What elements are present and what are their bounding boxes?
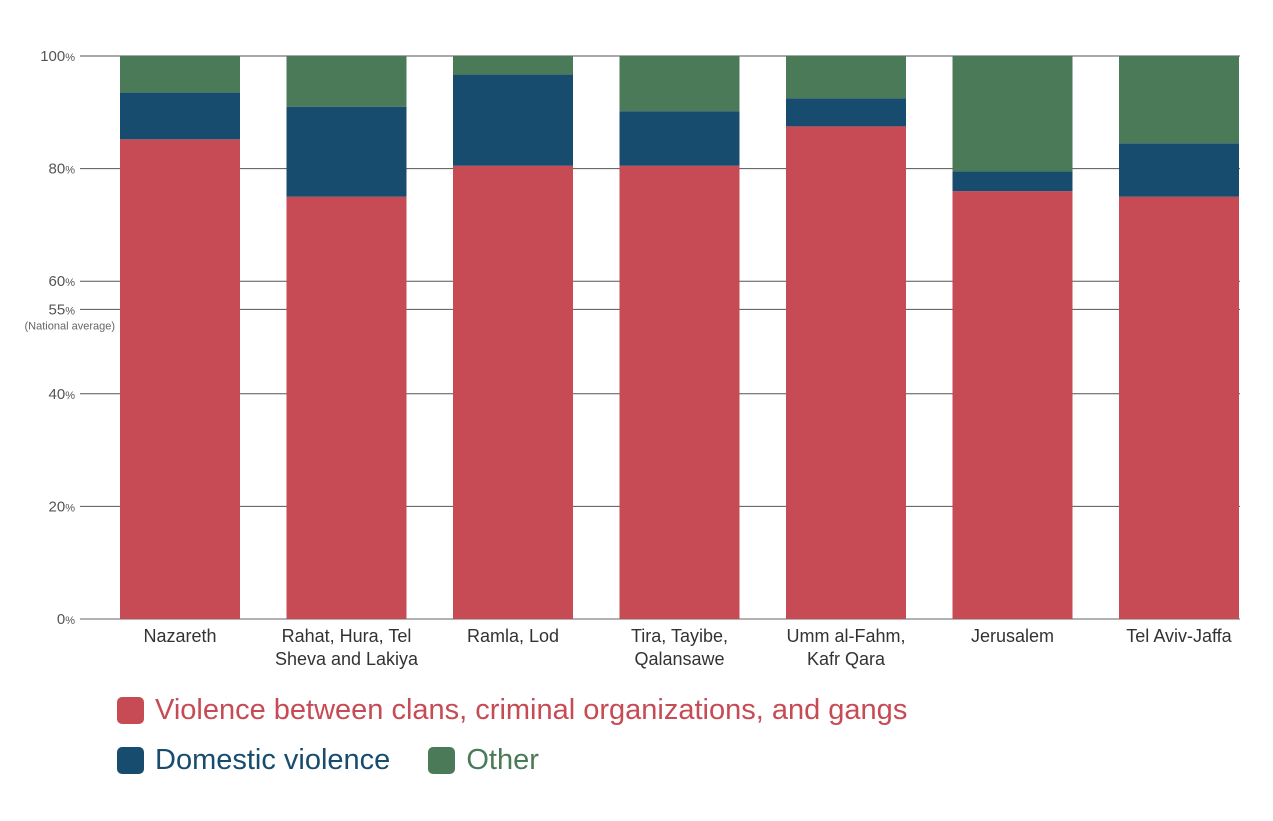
x-tick-label: Kafr Qara — [807, 649, 886, 669]
bar-segment — [120, 139, 240, 619]
stacked-bar-chart: 0% 20% 40% 55% (National average) 60% 80% 100% N… — [25, 48, 1240, 669]
legend-item-domestic-violence[interactable]: Domestic violence — [117, 744, 390, 777]
x-tick-label: Tira, Tayibe, — [631, 626, 728, 646]
bar-segment — [286, 106, 407, 197]
y-tick-label: 0% — [57, 611, 75, 628]
bar-segment — [120, 56, 240, 93]
y-tick-label: 60% — [49, 273, 76, 290]
bar-segment — [786, 56, 906, 99]
x-tick-label: Tel Aviv-Jaffa — [1126, 626, 1232, 646]
legend-label-clan-violence: Violence between clans, criminal organiz… — [155, 694, 908, 726]
national-average-note: (National average) — [25, 320, 116, 332]
bar-segment — [786, 98, 906, 127]
legend-item-clan-violence[interactable]: Violence between clans, criminal organiz… — [117, 694, 907, 727]
x-tick-label: Qalansawe — [634, 649, 724, 669]
bar-segment — [453, 165, 573, 619]
legend-item-other[interactable]: Other — [428, 744, 539, 777]
legend-swatch-domestic-violence — [117, 747, 144, 774]
bar-segment — [1119, 196, 1239, 619]
x-tick-label: Nazareth — [143, 626, 216, 646]
legend-label-other: Other — [466, 744, 539, 776]
bar-segment — [453, 56, 573, 75]
x-tick-label: Ramla, Lod — [467, 626, 559, 646]
bar-segment — [952, 191, 1073, 619]
bar-segment — [1119, 56, 1239, 144]
bar-segment — [952, 56, 1073, 172]
legend-row-1: Violence between clans, criminal organiz… — [117, 694, 945, 727]
bar-segment — [619, 56, 740, 112]
bar-segment — [619, 111, 740, 166]
bar-segment — [120, 92, 240, 140]
bar-segment — [1119, 143, 1239, 197]
bar-segment — [286, 196, 407, 619]
x-tick-label: Umm al-Fahm, — [786, 626, 905, 646]
legend-swatch-clan-violence — [117, 697, 144, 724]
x-tick-label: Rahat, Hura, Tel — [282, 626, 412, 646]
y-tick-label: 40% — [49, 386, 76, 403]
bar-segment — [619, 165, 740, 619]
bar-segment — [952, 171, 1073, 192]
legend-label-domestic-violence: Domestic violence — [155, 744, 391, 776]
y-tick-label: 100% — [40, 48, 75, 65]
legend-row-2: Domestic violence Other — [117, 744, 577, 777]
bar-segment — [286, 56, 407, 107]
x-tick-label: Sheva and Lakiya — [275, 649, 419, 669]
x-tick-label: Jerusalem — [971, 626, 1054, 646]
legend-swatch-other — [428, 747, 456, 774]
bar-segment — [453, 74, 573, 166]
bar-segment — [786, 126, 906, 619]
y-tick-label: 80% — [49, 161, 76, 178]
y-tick-label: 20% — [49, 498, 76, 515]
y-tick-label: 55% — [49, 301, 76, 318]
